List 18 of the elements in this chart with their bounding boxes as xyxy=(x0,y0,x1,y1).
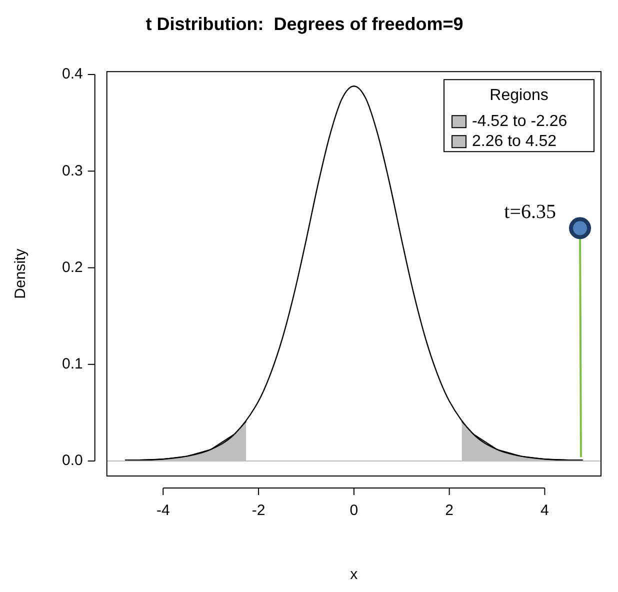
y-tick-label: 0.2 xyxy=(62,258,83,276)
x-axis-title: x xyxy=(350,566,358,584)
y-axis-title: Density xyxy=(12,248,30,299)
x-tick-label: -4 xyxy=(156,502,170,520)
chart-title: t Distribution: Degrees of freedom=9 xyxy=(146,14,464,34)
y-tick-label: 0.0 xyxy=(62,452,83,470)
y-tick-label: 0.3 xyxy=(62,162,83,180)
x-tick-label: 4 xyxy=(540,502,549,520)
y-tick-label: 0.4 xyxy=(62,66,83,83)
y-tick-label: 0.1 xyxy=(62,356,83,373)
x-tick-label: -2 xyxy=(252,502,266,520)
legend-label: -4.52 to -2.26 xyxy=(472,113,568,130)
line-series xyxy=(124,85,584,461)
x-tick-label: 0 xyxy=(350,502,358,520)
legend-title: Regions xyxy=(490,87,548,104)
annotation: t=6.35 xyxy=(504,201,556,224)
x-tick-label: 2 xyxy=(445,502,454,520)
legend-label: 2.26 to 4.52 xyxy=(472,133,557,150)
